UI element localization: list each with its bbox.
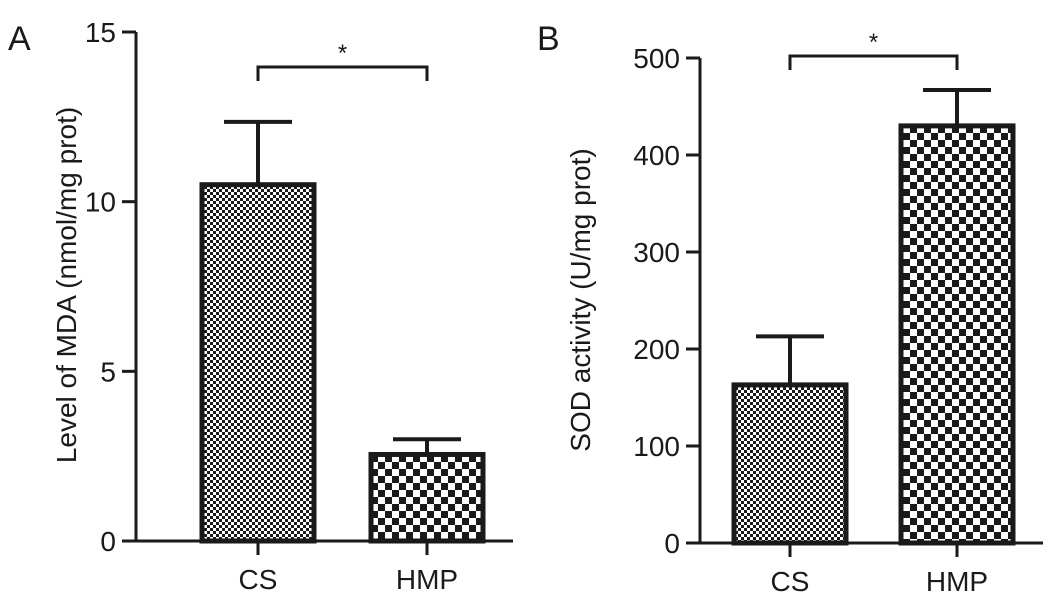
significance-bracket: *	[256, 40, 429, 81]
y-tick-label: 500	[633, 43, 680, 74]
y-tick-label: 100	[633, 431, 680, 462]
y-axis-title: SOD activity (U/mg prot)	[565, 148, 596, 451]
y-axis-title: Level of MDA (nmol/mg prot)	[51, 107, 82, 463]
y-tick-label: 0	[664, 528, 680, 559]
x-axis-categories: CS HMP	[771, 543, 988, 597]
x-tick-label: CS	[239, 564, 278, 595]
y-tick-label: 400	[633, 140, 680, 171]
x-axis-categories: CS HMP	[239, 541, 458, 595]
bar-hmp	[368, 451, 486, 544]
significance-line	[256, 65, 429, 81]
panel-label: B	[537, 20, 560, 58]
error-bars	[756, 88, 991, 385]
bar-cs	[731, 382, 849, 546]
bars	[199, 182, 486, 544]
bar-cs	[199, 182, 317, 544]
panel-a: A Level of MDA (nmol/mg prot) 0 5 10 15 CS H…	[8, 17, 513, 595]
x-tick-label: HMP	[396, 564, 458, 595]
y-tick-label: 200	[633, 334, 680, 365]
panel-b: B SOD activity (U/mg prot) 0 100 200 300 400…	[537, 20, 1043, 597]
x-tick-label: CS	[771, 566, 810, 597]
error-bars	[224, 119, 461, 455]
significance-label: *	[338, 40, 347, 67]
y-axis-ticks: 0 100 200 300 400 500	[633, 43, 700, 559]
y-tick-label: 300	[633, 237, 680, 268]
y-tick-label: 10	[85, 187, 116, 218]
panel-label: A	[8, 20, 31, 58]
bars	[731, 123, 1016, 546]
axes	[134, 32, 513, 543]
x-tick-label: HMP	[926, 566, 988, 597]
significance-line	[788, 54, 959, 70]
y-axis-ticks: 0 5 10 15	[85, 17, 136, 557]
significance-label: *	[869, 29, 878, 56]
y-tick-label: 0	[100, 526, 116, 557]
y-tick-label: 15	[85, 17, 116, 48]
significance-bracket: *	[788, 29, 959, 70]
axes	[698, 58, 1043, 545]
bar-hmp	[898, 123, 1016, 546]
y-tick-label: 5	[100, 356, 116, 387]
